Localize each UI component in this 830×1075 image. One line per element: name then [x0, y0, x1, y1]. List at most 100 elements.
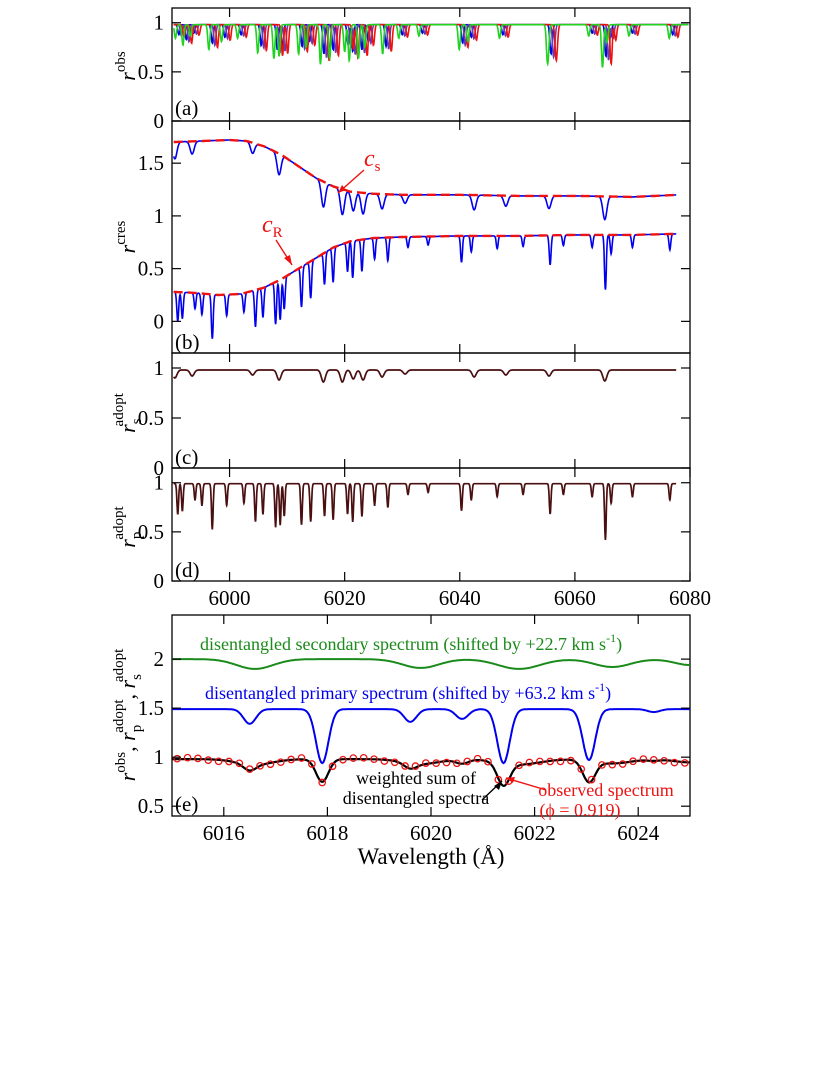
panel-b-ytick-label: 0	[154, 309, 165, 333]
ylabel-e-r3: , r	[115, 679, 140, 699]
panel-d-xtick-label: 6020	[324, 586, 366, 610]
panel-e-observed-point	[194, 754, 202, 763]
label-observed-arrowhead	[506, 777, 515, 783]
panel-e-xtick-label: 6022	[514, 821, 556, 845]
ylabel-e-r1: r	[115, 772, 140, 781]
panel-e-observed-point	[370, 755, 378, 764]
ylabel-e-sup1: obs	[113, 752, 129, 773]
panel-e-observed-point	[287, 755, 295, 764]
label-weighted-arrowhead	[494, 781, 502, 790]
panel-c-letter: (c)	[175, 445, 198, 469]
ylabel-b-sup: cres	[113, 220, 129, 244]
panel-e-observed-point	[308, 760, 316, 768]
panel-a-ytick-label: 1	[154, 11, 165, 35]
panel-d-xtick-label: 6080	[669, 586, 711, 610]
panel-b-secondary-curve	[172, 139, 677, 221]
panel-e-plot: 0.5 1 1.5 2 6016 6018 6020 6022 6024	[138, 615, 690, 845]
label-observed-1: observed spectrum	[538, 780, 673, 800]
svg-text:robs: robs	[113, 51, 140, 81]
panel-b-continuum-s	[173, 138, 677, 199]
panel-d-ytick-label: 0	[154, 569, 165, 593]
panel-e-observed-point	[421, 759, 430, 767]
panel-e-observed-point	[297, 754, 306, 762]
panel-a-plot: 00.51	[138, 8, 690, 133]
panel-e-observed-point	[546, 757, 554, 766]
panel-e-observed-point	[432, 759, 441, 768]
panel-b-plot: 0 0.5 1 1.5	[138, 121, 690, 353]
panel-e-observed-point	[680, 759, 689, 767]
annotation-cr: cR	[262, 212, 283, 241]
panel-d-plot: 0 0.5 1 6000 6020 6040 6060 6080	[138, 468, 711, 610]
panel-e-observed-point	[214, 757, 223, 766]
label-secondary-end: )	[616, 634, 622, 655]
panel-e-observed-point	[380, 757, 389, 765]
panel-e-letter: (e)	[175, 792, 198, 816]
panel-e-observed-point	[463, 757, 472, 766]
panel-e-observed-point	[515, 761, 523, 770]
svg-text:rsadopt: rsadopt	[111, 392, 145, 433]
panel-e-observed-point	[359, 753, 368, 762]
panel-d-letter: (d)	[175, 558, 200, 582]
panel-e-secondary-spectrum	[172, 658, 690, 670]
panel-e-observed-point	[173, 754, 182, 763]
panel-d-ylabel: rpadopt	[111, 505, 145, 547]
panel-a-series-4	[172, 23, 689, 68]
panel-b-letter: (b)	[175, 330, 200, 354]
panel-e-observed-point	[401, 762, 409, 770]
label-primary-sup: -1	[595, 680, 605, 694]
panel-b-ylabel: rcres	[113, 220, 140, 253]
panel-e-xtick-label: 6018	[306, 821, 348, 845]
panel-c-ytick-label: 0.5	[138, 406, 164, 430]
ylabel-a-main: r	[115, 72, 140, 81]
label-weighted-1: weighted sum of	[356, 768, 476, 788]
panel-e-observed-point	[318, 778, 327, 787]
panel-b-ytick-label: 0.5	[138, 257, 164, 281]
ylabel-e-sup2: adopt	[111, 699, 127, 733]
svg-text:rcres: rcres	[113, 220, 140, 253]
ylabel-c-main: r	[115, 424, 140, 433]
annotation-cs: cs	[364, 146, 381, 175]
panel-e-observed-point	[649, 755, 658, 764]
svg-text:robs, rpadopt, rsadopt: robs, rpadopt, rsadopt	[111, 648, 145, 781]
annotation-cr-main: c	[262, 212, 273, 238]
panel-d-frame	[171, 467, 691, 582]
panel-e-observed-point	[276, 758, 285, 767]
panel-e-observed-point	[556, 757, 565, 766]
annotation-cr-arrowhead	[284, 255, 292, 265]
ylabel-e-r2: , r	[115, 732, 140, 752]
panel-d-xtick-label: 6040	[439, 586, 481, 610]
panel-c-plot: 00.51	[138, 353, 690, 480]
ylabel-e-sup3: adopt	[111, 648, 127, 682]
panel-e-observed-point	[390, 758, 399, 767]
label-primary-text: disentangled primary spectrum (shifted b…	[205, 683, 595, 704]
panel-d-ytick-label: 0.5	[138, 520, 164, 544]
panel-e-primary-spectrum	[172, 708, 690, 765]
ylabel-b-main: r	[115, 244, 140, 253]
panel-b-primary-curve	[173, 233, 677, 339]
ylabel-e-sub2: p	[129, 725, 145, 733]
ylabel-a-sup: obs	[113, 51, 129, 72]
panel-e-observed-point	[660, 756, 668, 765]
panel-e-observed-point	[587, 775, 596, 784]
panel-e-xtick-label: 6020	[410, 821, 452, 845]
panel-e-observed-point	[183, 753, 192, 762]
panel-c-ylabel: rsadopt	[111, 392, 145, 433]
panel-e-observed-point	[442, 758, 451, 767]
panel-e-observed-point	[598, 761, 606, 769]
panel-e-observed-point	[670, 758, 679, 767]
panel-e-ytick-label: 0.5	[138, 794, 164, 818]
svg-text:rpadopt: rpadopt	[111, 505, 145, 547]
panel-b-continuum-p	[173, 232, 677, 297]
annotation-cs-main: c	[364, 146, 375, 172]
panel-e-ytick-label: 2	[154, 647, 165, 671]
label-weighted-2: disentangled spectra	[343, 788, 489, 808]
panel-e-observed-point	[453, 759, 461, 768]
panel-e-observed-point	[204, 756, 213, 764]
panel-e-observed-point	[235, 759, 244, 768]
panel-e-observed-point	[225, 757, 233, 766]
panel-d-xtick-label: 6060	[554, 586, 596, 610]
x-axis-label: Wavelength (Å)	[358, 844, 505, 869]
label-observed-2: (ϕ = 0.919)	[539, 800, 620, 821]
ylabel-d-sub: p	[129, 532, 145, 540]
